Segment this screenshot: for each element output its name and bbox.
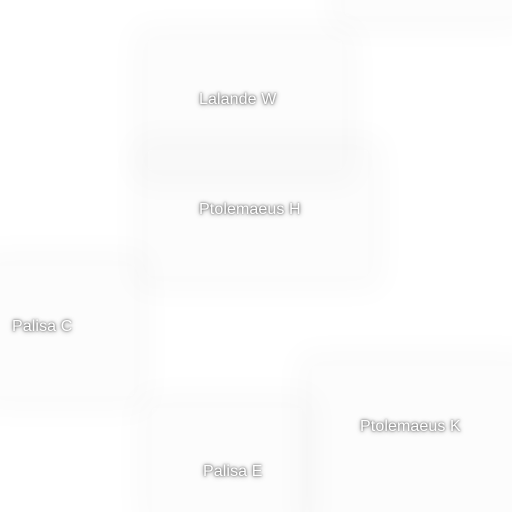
tile-glow [312,366,512,512]
map-label-lalande-w[interactable]: Lalande W [199,91,277,108]
map-label-palisa-e[interactable]: Palisa E [203,463,263,480]
map-label-ptolemaeus-h[interactable]: Ptolemaeus H [199,201,301,218]
tile-glow [152,408,302,512]
tile-glow [345,0,512,16]
map-label-ptolemaeus-k[interactable]: Ptolemaeus K [360,418,461,435]
map-label-palisa-c[interactable]: Palisa C [12,318,73,335]
